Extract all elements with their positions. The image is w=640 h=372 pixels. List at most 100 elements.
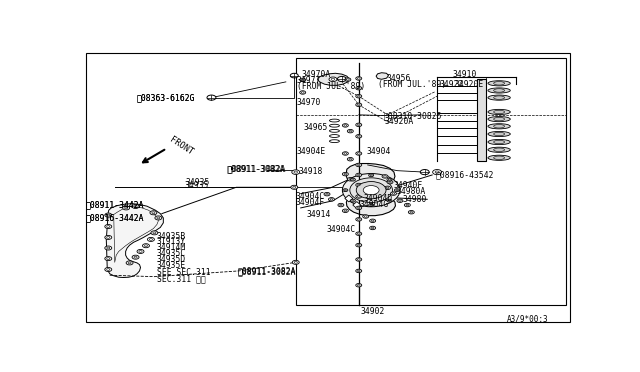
Text: 34922: 34922 (440, 80, 464, 89)
Circle shape (357, 196, 360, 197)
Circle shape (385, 186, 390, 190)
Circle shape (143, 244, 150, 248)
Circle shape (150, 211, 157, 215)
Circle shape (370, 174, 372, 176)
Circle shape (356, 94, 362, 98)
Text: Ⓞ08911-3082A: Ⓞ08911-3082A (237, 266, 296, 275)
Circle shape (357, 104, 360, 106)
Circle shape (137, 250, 144, 253)
Text: 34935D: 34935D (157, 255, 186, 264)
Circle shape (390, 192, 396, 195)
Circle shape (126, 261, 133, 265)
Circle shape (369, 174, 374, 177)
Circle shape (369, 203, 374, 206)
Circle shape (357, 135, 360, 137)
Text: 34904D: 34904D (364, 194, 393, 203)
Circle shape (207, 95, 216, 100)
Text: Ⓞ08911-3442A: Ⓞ08911-3442A (86, 200, 145, 209)
Text: Ⓜ08916-3442A: Ⓜ08916-3442A (86, 214, 145, 222)
Text: 34902: 34902 (360, 307, 385, 315)
Circle shape (340, 204, 342, 206)
Ellipse shape (493, 118, 504, 121)
Circle shape (352, 179, 354, 180)
Circle shape (370, 219, 376, 222)
Circle shape (107, 258, 110, 260)
Text: A3/9*00:3: A3/9*00:3 (507, 315, 548, 324)
Circle shape (151, 231, 158, 235)
Circle shape (387, 178, 392, 181)
Circle shape (356, 206, 362, 210)
Circle shape (357, 153, 360, 154)
Text: 34935C: 34935C (157, 249, 186, 258)
Circle shape (356, 218, 362, 221)
Circle shape (157, 217, 160, 219)
Circle shape (107, 226, 110, 227)
Circle shape (349, 158, 351, 160)
Polygon shape (106, 203, 163, 278)
Circle shape (356, 258, 362, 261)
Circle shape (357, 259, 360, 260)
Circle shape (134, 206, 137, 207)
Circle shape (105, 257, 112, 261)
Circle shape (356, 123, 362, 126)
Text: 34918: 34918 (298, 167, 323, 176)
Circle shape (370, 226, 376, 230)
Circle shape (128, 262, 131, 264)
Ellipse shape (488, 109, 510, 115)
Circle shape (356, 77, 362, 80)
Circle shape (394, 189, 399, 192)
Circle shape (105, 235, 112, 240)
Ellipse shape (488, 155, 510, 160)
Text: 34970: 34970 (297, 98, 321, 107)
Text: 34935: 34935 (185, 179, 209, 187)
Circle shape (357, 174, 360, 176)
Circle shape (397, 199, 403, 202)
Circle shape (370, 204, 372, 206)
Circle shape (349, 130, 351, 132)
Text: 34904E: 34904E (297, 147, 326, 156)
Ellipse shape (488, 116, 510, 122)
Circle shape (132, 255, 139, 259)
Circle shape (388, 179, 390, 180)
Text: 34920A: 34920A (384, 118, 413, 126)
Text: 34904C: 34904C (296, 192, 325, 201)
Text: 34904C: 34904C (327, 225, 356, 234)
Circle shape (420, 170, 429, 175)
Circle shape (371, 227, 374, 229)
Circle shape (435, 171, 439, 173)
Circle shape (342, 124, 348, 127)
Circle shape (343, 189, 348, 192)
Circle shape (356, 163, 362, 167)
Circle shape (344, 125, 347, 126)
Circle shape (155, 216, 162, 220)
Circle shape (139, 251, 142, 252)
Circle shape (291, 185, 298, 189)
Bar (477, 79, 486, 161)
Ellipse shape (488, 131, 510, 137)
Text: 34980A: 34980A (396, 187, 426, 196)
Text: 34956: 34956 (387, 74, 411, 83)
Polygon shape (345, 195, 353, 202)
Circle shape (329, 77, 337, 81)
Polygon shape (346, 164, 396, 216)
Circle shape (107, 237, 110, 238)
Text: (FROM JUL.'89): (FROM JUL.'89) (378, 80, 446, 89)
Text: 34904: 34904 (366, 147, 390, 156)
Circle shape (387, 199, 392, 202)
Circle shape (408, 211, 414, 214)
Circle shape (357, 124, 360, 126)
Circle shape (356, 183, 362, 187)
Circle shape (357, 270, 360, 272)
Circle shape (294, 262, 298, 263)
Polygon shape (376, 73, 388, 79)
Text: 34980: 34980 (403, 195, 427, 204)
Circle shape (149, 238, 152, 240)
Circle shape (357, 285, 360, 286)
Circle shape (356, 135, 362, 138)
Circle shape (348, 157, 353, 161)
Circle shape (105, 213, 112, 217)
Ellipse shape (493, 132, 504, 136)
Circle shape (301, 92, 304, 93)
Text: 34940F: 34940F (394, 181, 423, 190)
Circle shape (324, 192, 330, 196)
